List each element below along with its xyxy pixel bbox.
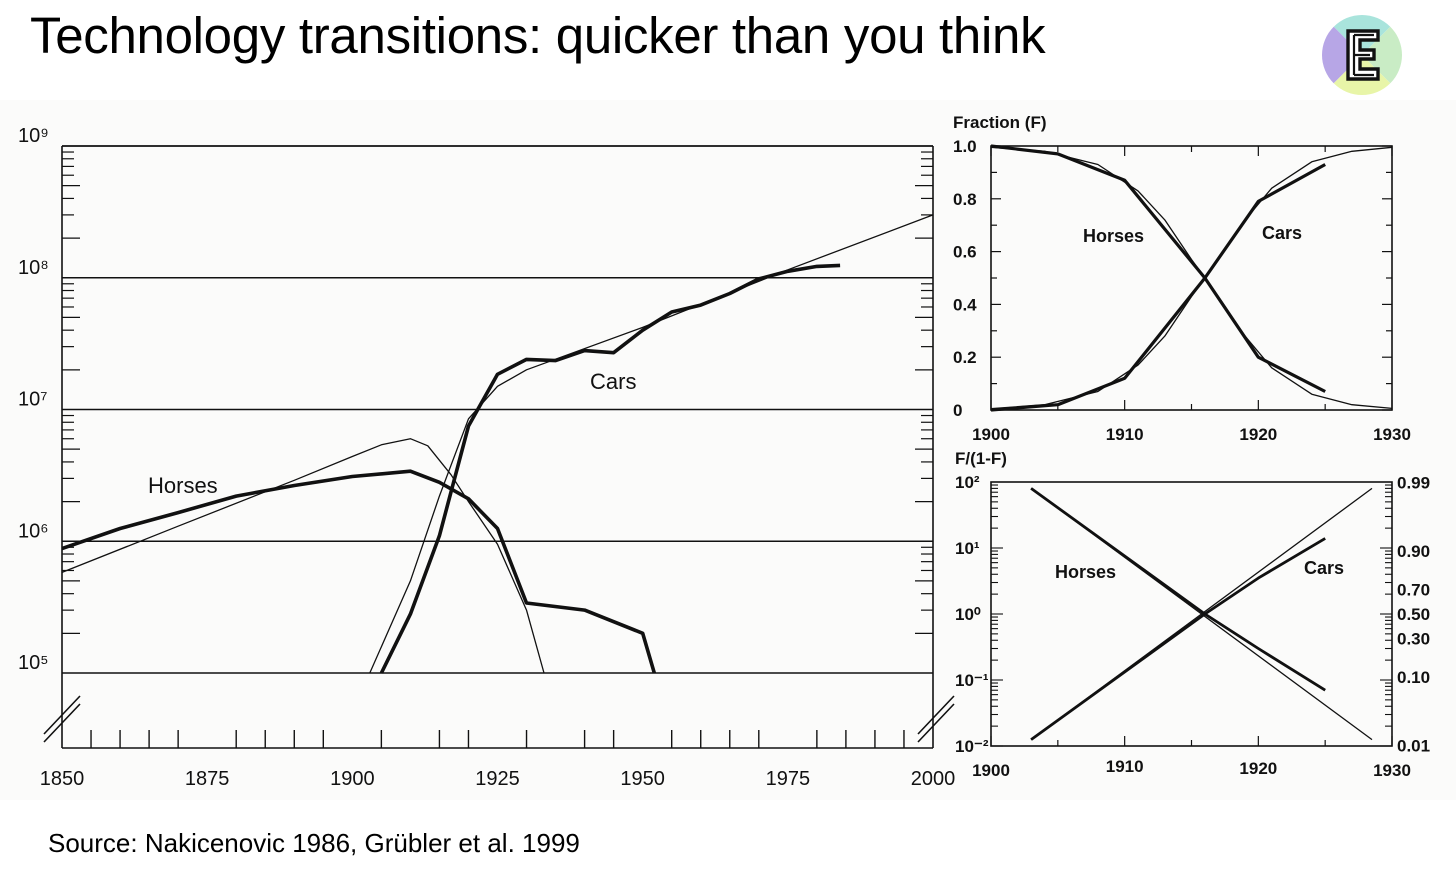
logit-right-tick-label: 0.01: [1397, 737, 1430, 756]
main-y-tick-label: 10⁵: [18, 652, 49, 674]
fraction-label-horses: Horses: [1083, 226, 1144, 246]
main-y-tick-label: 10⁹: [18, 125, 49, 147]
logit-x-tick-label: 1900: [972, 761, 1010, 780]
fraction-x-tick-label: 1910: [1106, 425, 1144, 444]
main-series-line-3: [369, 214, 934, 674]
main-series-line-2: [379, 263, 841, 674]
logit-right-tick-label: 0.10: [1397, 668, 1430, 687]
fraction-y-tick-label: 0.8: [953, 190, 977, 209]
axis-break-right: [917, 695, 955, 743]
logit-series-line-2: [1030, 537, 1326, 741]
main-series-line-1: [61, 438, 545, 674]
chart-market-fraction: Fraction (F) 1.0 0.8 0.6 0.4 0.2 0 1900 1910 192…: [953, 113, 1411, 444]
logit-right-tick-label: 0.30: [1397, 629, 1430, 648]
main-x-tick-label: 1900: [330, 768, 375, 790]
logit-x-tick-label: 1930: [1373, 761, 1411, 780]
main-x-tick-label: 1975: [766, 768, 811, 790]
logit-right-tick-label: 0.70: [1397, 581, 1430, 600]
axis-break-left: [43, 695, 81, 743]
chart-horses-cars-absolute: 10⁹ 10⁸ 10⁷ 10⁶ 10⁵ 1850 1875 1900 1925 1950 1975 2…: [18, 125, 955, 790]
main-x-tick-label: 1875: [185, 768, 230, 790]
logit-label-horses: Horses: [1055, 562, 1116, 582]
logit-right-tick-label: 0.50: [1397, 605, 1430, 624]
fraction-x-tick-label: 1930: [1373, 425, 1411, 444]
fraction-y-tick-label: 0: [953, 401, 962, 420]
fraction-x-tick-label: 1920: [1239, 425, 1277, 444]
logit-y-tick-label: 10⁻¹: [955, 671, 989, 690]
fraction-y-tick-label: 0.6: [953, 243, 977, 262]
fraction-y-tick-label: 0.4: [953, 295, 977, 314]
logit-x-tick-label: 1910: [1106, 757, 1144, 776]
main-x-tick-label: 1925: [475, 768, 520, 790]
logit-y-tick-label: 10⁰: [955, 605, 981, 624]
chart-logit-fraction: F/(1-F) 10² 10¹ 10⁰ 10⁻¹ 10⁻² 0.99 0.90 0.70 0.5…: [955, 449, 1430, 780]
main-y-tick-label: 10⁷: [18, 389, 47, 411]
main-x-tick-label: 1950: [620, 768, 665, 790]
main-x-tick-label: 1850: [40, 768, 85, 790]
main-x-tick-label: 2000: [911, 768, 956, 790]
logit-right-tick-label: 0.99: [1397, 473, 1430, 492]
fraction-series-line-0: [990, 144, 1326, 393]
slide-title: Technology transitions: quicker than you…: [30, 7, 1046, 64]
series-label-horses: Horses: [148, 473, 218, 498]
logit-series-line-3: [1030, 487, 1373, 741]
logo-quadrant-left: [1322, 15, 1362, 95]
logit-label-cars: Cars: [1304, 558, 1344, 578]
logit-right-tick-label: 0.90: [1397, 542, 1430, 561]
series-label-cars: Cars: [590, 369, 636, 394]
fraction-y-tick-label: 1.0: [953, 137, 977, 156]
logit-series-line-0: [1030, 487, 1326, 692]
main-series-line-0: [61, 469, 657, 674]
fraction-series-line-3: [990, 146, 1393, 410]
logit-y-tick-label: 10²: [955, 473, 980, 492]
fraction-chart-title: Fraction (F): [953, 113, 1047, 132]
fraction-series-line-1: [990, 163, 1326, 412]
main-y-tick-label: 10⁶: [18, 520, 48, 542]
logit-y-tick-label: 10⁻²: [955, 737, 989, 756]
logit-chart-title: F/(1-F): [955, 449, 1007, 468]
logo-quadrant-right: [1362, 15, 1402, 95]
fraction-x-tick-label: 1900: [972, 425, 1010, 444]
logit-y-tick-label: 10¹: [955, 539, 980, 558]
logit-x-tick-label: 1920: [1239, 759, 1277, 778]
fraction-y-tick-label: 0.2: [953, 348, 977, 367]
e-letter-logo-icon: [1322, 15, 1402, 95]
main-y-tick-label: 10⁸: [18, 257, 49, 279]
source-citation: Source: Nakicenovic 1986, Grübler et al.…: [48, 828, 580, 858]
fraction-label-cars: Cars: [1262, 223, 1302, 243]
